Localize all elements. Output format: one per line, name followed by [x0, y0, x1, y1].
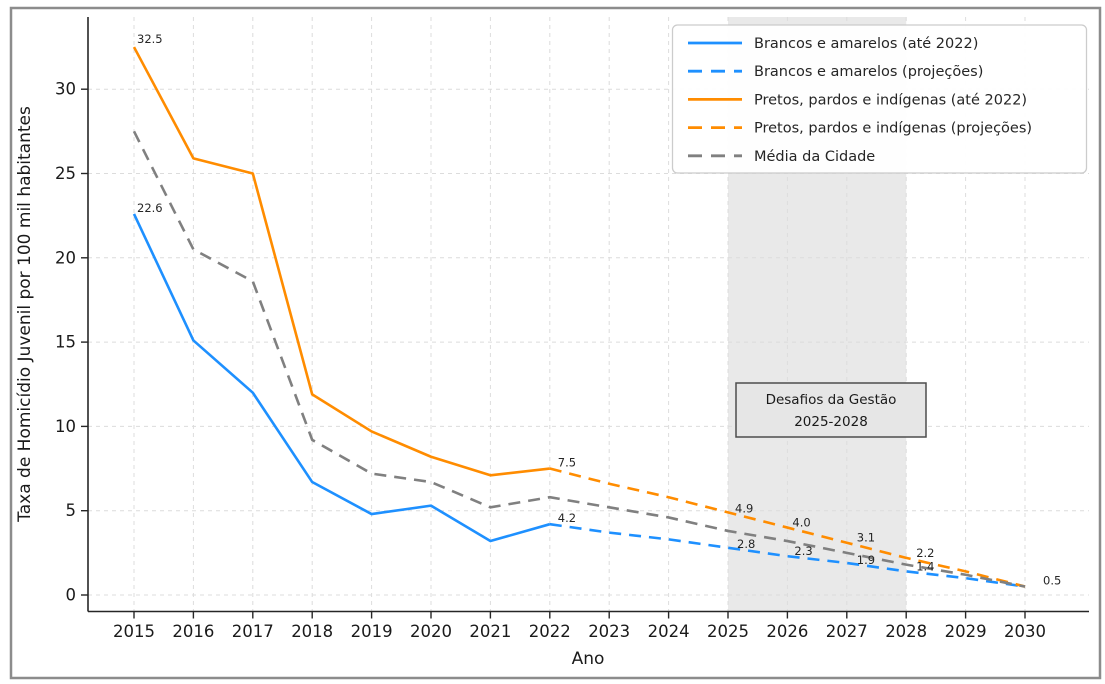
value-annotation: 1.9 [857, 553, 875, 567]
series-line-4 [132, 130, 1026, 588]
legend-entry-label: Brancos e amarelos (até 2022) [754, 36, 978, 52]
y-tick-label: 30 [55, 80, 76, 99]
legend-frame [671, 24, 1088, 174]
value-annotation: 2.3 [794, 544, 812, 558]
legend-entry-label: Brancos e amarelos (projeções) [754, 64, 983, 80]
x-tick-label: 2027 [826, 622, 868, 641]
value-annotation: 4.2 [558, 511, 576, 525]
management-challenges-box-frame [735, 382, 927, 438]
management-challenges-box: Desafios da Gestão 2025-2028 [735, 382, 927, 438]
x-tick-label: 2026 [766, 622, 808, 641]
value-annotation: 2.8 [737, 537, 755, 551]
x-tick-label: 2023 [588, 622, 630, 641]
legend-entry-label: Pretos, pardos e indígenas (até 2022) [754, 92, 1027, 108]
figure-border [9, 6, 1102, 680]
management-challenges-line1: Desafios da Gestão [766, 392, 897, 408]
x-tick-label: 2030 [1004, 622, 1046, 641]
value-annotation: 22.6 [137, 201, 163, 215]
management-challenges-line2: 2025-2028 [794, 414, 868, 430]
series-line-3 [549, 467, 1026, 588]
x-tick-label: 2017 [232, 622, 274, 641]
value-annotation: 32.5 [137, 32, 163, 46]
x-tick-label: 2018 [291, 622, 333, 641]
y-tick-label: 5 [66, 501, 77, 520]
x-tick-label: 2019 [351, 622, 393, 641]
point-annotations: 32.5 22.6 7.5 4.2 4.9 2.8 4.0 2.3 3.1 1.9 2.21.4 0.… [137, 32, 1061, 588]
x-tick-label: 2022 [529, 622, 571, 641]
legend-entry-label: Média da Cidade [754, 149, 875, 165]
y-tick-label: 10 [55, 417, 76, 436]
value-annotation: 4.9 [735, 501, 753, 515]
y-axis-label: Taxa de Homicídio Juvenil por 100 mil ha… [15, 106, 35, 523]
y-tick-label: 20 [55, 248, 76, 267]
x-tick-label: 2025 [707, 622, 749, 641]
value-annotation: 0.5 [1043, 574, 1061, 588]
x-tick-label: 2015 [113, 622, 155, 641]
series-line-0 [132, 213, 551, 543]
value-annotation: 7.5 [558, 456, 576, 470]
value-annotation: 2.2 [916, 546, 934, 560]
x-axis-label: Ano [572, 649, 605, 669]
x-tick-label: 2024 [648, 622, 690, 641]
x-tick-label: 2021 [469, 622, 511, 641]
legend-entry-label: Pretos, pardos e indígenas (projeções) [754, 121, 1032, 137]
x-tick-label: 2028 [885, 622, 927, 641]
x-tick-label: 2020 [410, 622, 452, 641]
y-tick-label: 15 [55, 333, 76, 352]
legend: Brancos e amarelos (até 2022) Brancos e a… [671, 24, 1088, 174]
axes-spines [87, 17, 1089, 613]
axis-ticks: 2015 2016 2017 2018 2019 2020 2021 2022 2023 2024… [55, 80, 1046, 641]
data-series [132, 46, 1026, 588]
x-tick-label: 2029 [945, 622, 987, 641]
value-annotation: 4.0 [792, 516, 810, 530]
y-tick-label: 0 [66, 586, 77, 605]
y-tick-label: 25 [55, 164, 76, 183]
value-annotation: 1.4 [916, 559, 934, 573]
x-tick-label: 2016 [172, 622, 214, 641]
value-annotation: 3.1 [857, 531, 875, 545]
series-line-2 [132, 46, 550, 477]
